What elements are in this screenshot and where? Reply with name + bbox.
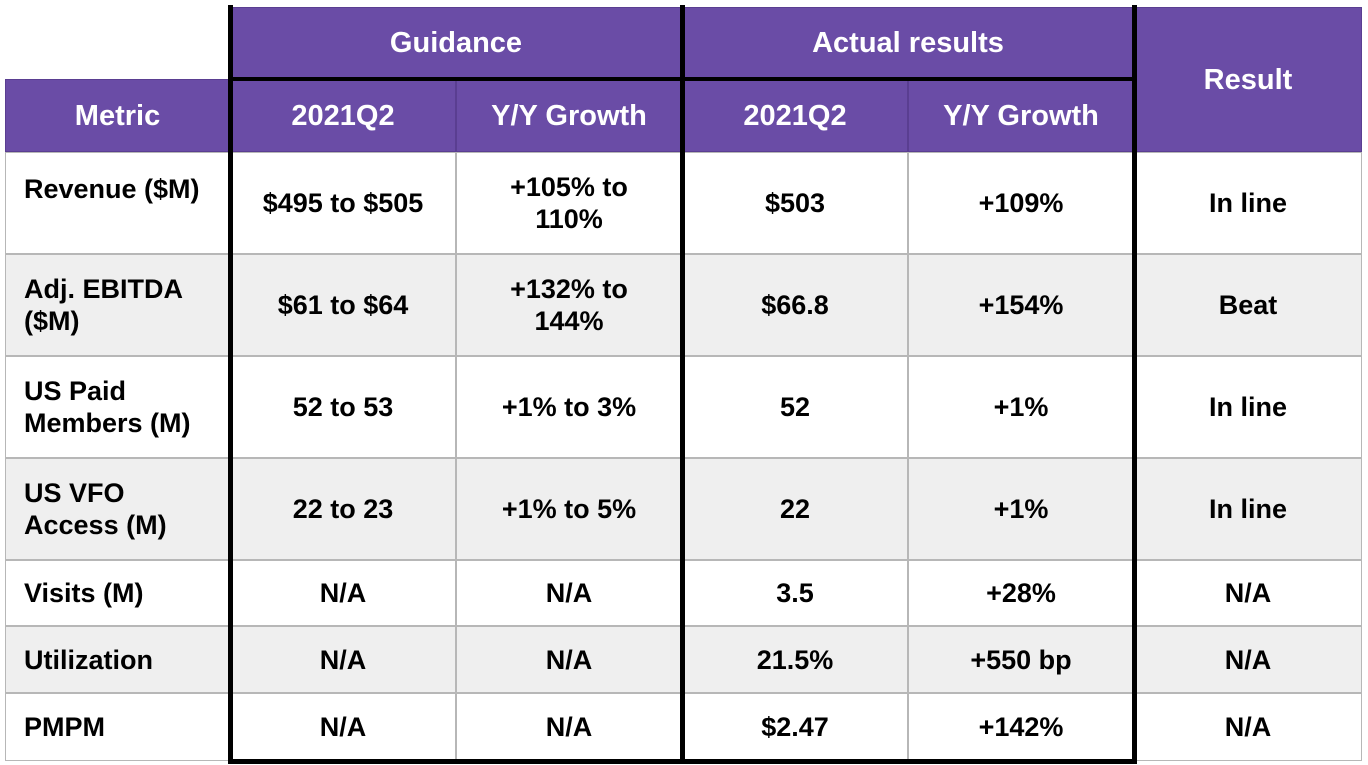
result-cell: In line (1134, 356, 1362, 458)
column-header-guidance-growth: Y/Y Growth (456, 79, 682, 152)
actual-quarter-cell: $66.8 (682, 254, 908, 356)
column-header-guidance-quarter: 2021Q2 (230, 79, 456, 152)
divider-bottom (228, 759, 1137, 764)
guidance-growth-cell: +132% to 144% (456, 254, 682, 356)
guidance-growth-cell: N/A (456, 626, 682, 693)
actual-growth-cell: +1% (908, 458, 1134, 560)
metric-cell: US Paid Members (M) (5, 356, 230, 458)
actual-growth-cell: +109% (908, 152, 1134, 254)
column-header-metric: Metric (5, 79, 230, 152)
guidance-growth-cell: N/A (456, 560, 682, 626)
metric-cell: Revenue ($M) (5, 152, 230, 254)
column-header-actual-quarter: 2021Q2 (682, 79, 908, 152)
divider-left-outer (228, 5, 233, 763)
actual-growth-cell: +28% (908, 560, 1134, 626)
guidance-growth-cell: +105% to 110% (456, 152, 682, 254)
guidance-quarter-cell: $495 to $505 (230, 152, 456, 254)
metric-cell: US VFO Access (M) (5, 458, 230, 560)
metric-cell: PMPM (5, 693, 230, 761)
guidance-quarter-cell: N/A (230, 560, 456, 626)
divider-right-outer (1132, 5, 1137, 763)
guidance-quarter-cell: 52 to 53 (230, 356, 456, 458)
group-header-actual: Actual results (682, 7, 1134, 79)
actual-growth-cell: +154% (908, 254, 1134, 356)
actual-quarter-cell: 3.5 (682, 560, 908, 626)
actual-quarter-cell: 52 (682, 356, 908, 458)
actual-growth-cell: +142% (908, 693, 1134, 761)
guidance-quarter-cell: N/A (230, 626, 456, 693)
guidance-quarter-cell: 22 to 23 (230, 458, 456, 560)
divider-middle (680, 5, 685, 763)
guidance-growth-cell: N/A (456, 693, 682, 761)
column-header-actual-growth: Y/Y Growth (908, 79, 1134, 152)
result-cell: In line (1134, 458, 1362, 560)
result-cell: Beat (1134, 254, 1362, 356)
divider-header-mid (230, 77, 1137, 81)
result-cell: N/A (1134, 560, 1362, 626)
group-header-result: Result (1134, 7, 1362, 152)
guidance-quarter-cell: $61 to $64 (230, 254, 456, 356)
guidance-growth-cell: +1% to 3% (456, 356, 682, 458)
metric-cell: Visits (M) (5, 560, 230, 626)
actual-quarter-cell: 22 (682, 458, 908, 560)
actual-quarter-cell: $503 (682, 152, 908, 254)
result-cell: N/A (1134, 626, 1362, 693)
result-cell: In line (1134, 152, 1362, 254)
metric-cell: Utilization (5, 626, 230, 693)
actual-quarter-cell: $2.47 (682, 693, 908, 761)
actual-growth-cell: +550 bp (908, 626, 1134, 693)
actual-growth-cell: +1% (908, 356, 1134, 458)
result-cell: N/A (1134, 693, 1362, 761)
metric-cell: Adj. EBITDA ($M) (5, 254, 230, 356)
guidance-quarter-cell: N/A (230, 693, 456, 761)
group-header-guidance: Guidance (230, 7, 682, 79)
guidance-growth-cell: +1% to 5% (456, 458, 682, 560)
actual-quarter-cell: 21.5% (682, 626, 908, 693)
